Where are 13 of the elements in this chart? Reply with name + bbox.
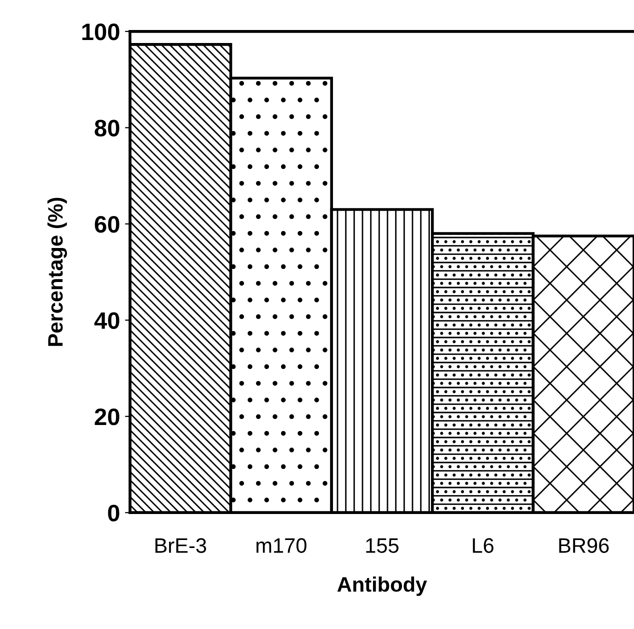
y-tick-label: 80: [94, 120, 120, 136]
y-tick-label: 0: [108, 504, 120, 522]
y-axis-title: Percentage (%): [47, 198, 67, 346]
x-tick-label: BR96: [559, 538, 609, 553]
x-tick-label: 155: [366, 538, 398, 553]
x-tick-label: BrE-3: [155, 538, 206, 553]
y-tick-label: 60: [94, 216, 120, 233]
x-tick-label: L6: [472, 538, 494, 553]
y-tick-label: 100: [82, 24, 120, 40]
x-tick-label: m170: [256, 538, 306, 553]
y-tick-label: 40: [94, 312, 120, 329]
y-tick-label: 20: [94, 408, 120, 426]
x-axis-title: Antibody: [337, 576, 428, 596]
